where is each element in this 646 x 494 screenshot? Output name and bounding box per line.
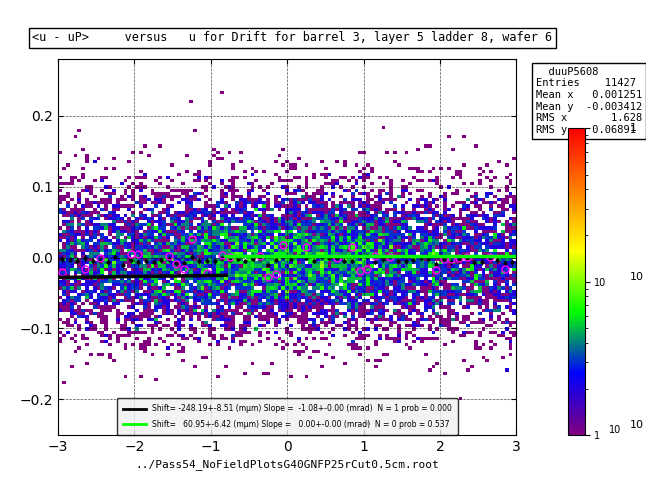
Text: 10: 10: [630, 272, 644, 282]
Text: 1: 1: [630, 124, 637, 133]
Text: <u - uP>     versus   u for Drift for barrel 3, layer 5 ladder 8, wafer 6: <u - uP> versus u for Drift for barrel 3…: [32, 32, 552, 44]
X-axis label: ../Pass54_NoFieldPlotsG40GNFP25rCut0.5cm.root: ../Pass54_NoFieldPlotsG40GNFP25rCut0.5cm…: [135, 459, 439, 470]
Text: duuP5608
Entries    11427
Mean x   0.001251
Mean y  -0.003412
RMS x       1.628
: duuP5608 Entries 11427 Mean x 0.001251 M…: [536, 67, 642, 135]
Text: 10: 10: [630, 420, 644, 430]
Text: 10: 10: [609, 425, 621, 435]
Legend: Shift= -248.19+-8.51 (mμm) Slope =  -1.08+-0.00 (mrad)  N = 1 prob = 0.000, Shif: Shift= -248.19+-8.51 (mμm) Slope = -1.08…: [117, 398, 458, 435]
